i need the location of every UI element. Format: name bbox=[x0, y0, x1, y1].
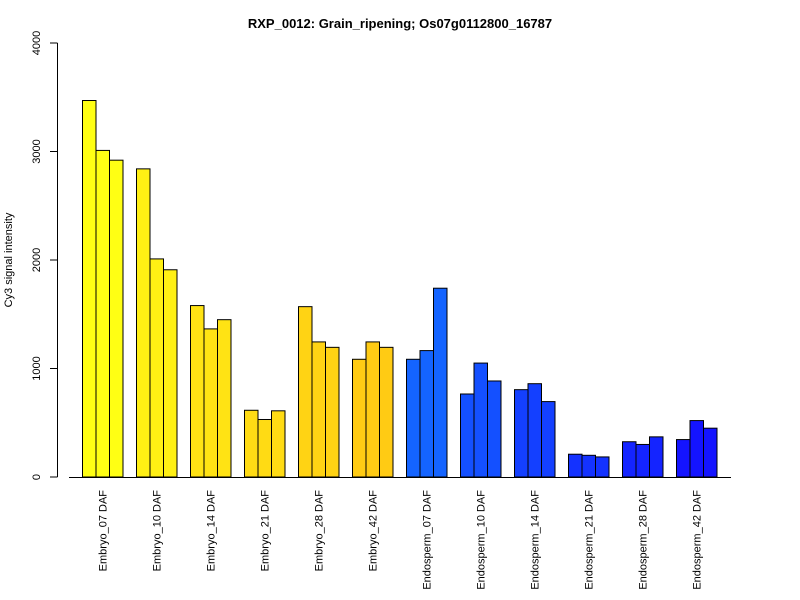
bar bbox=[271, 410, 286, 478]
bar bbox=[689, 420, 704, 478]
x-tick-label: Endosperm_14 DAF bbox=[529, 490, 541, 590]
bars bbox=[82, 100, 718, 478]
x-tick-label: Embryo_07 DAF bbox=[97, 490, 109, 572]
bar bbox=[419, 350, 434, 478]
bar bbox=[433, 287, 448, 478]
bar bbox=[244, 409, 259, 478]
bar bbox=[379, 346, 394, 478]
x-tick-label: Embryo_21 DAF bbox=[259, 490, 271, 572]
y-tick-label: 1000 bbox=[31, 356, 43, 380]
x-tick-label: Endosperm_10 DAF bbox=[475, 490, 487, 590]
y-axis: 0 1000 2000 3000 4000 bbox=[31, 31, 58, 480]
bar bbox=[635, 443, 650, 478]
x-tick-label: Endosperm_28 DAF bbox=[637, 490, 649, 590]
bar bbox=[406, 358, 421, 478]
bar bbox=[109, 159, 124, 478]
bar bbox=[527, 383, 542, 478]
x-tick-label: Endosperm_42 DAF bbox=[691, 490, 703, 590]
bar bbox=[460, 393, 475, 478]
bar bbox=[82, 100, 97, 478]
bar bbox=[257, 418, 272, 478]
x-tick-label: Endosperm_07 DAF bbox=[421, 490, 433, 590]
bar bbox=[365, 341, 380, 478]
bar bbox=[568, 453, 583, 478]
bar bbox=[136, 168, 151, 478]
bar bbox=[163, 269, 178, 478]
bar bbox=[514, 389, 529, 478]
y-tick-label: 4000 bbox=[31, 31, 43, 55]
bar bbox=[487, 380, 502, 478]
bar bbox=[622, 441, 637, 478]
bar bbox=[649, 436, 664, 478]
bar bbox=[541, 401, 556, 478]
chart-title: RXP_0012: Grain_ripening; Os07g0112800_1… bbox=[248, 16, 552, 31]
x-tick-label: Embryo_42 DAF bbox=[367, 490, 379, 572]
bar bbox=[473, 362, 488, 478]
bar bbox=[217, 319, 232, 478]
x-axis-tick-labels: Embryo_07 DAF Embryo_10 DAF Embryo_14 DAF E… bbox=[97, 490, 703, 590]
bar bbox=[95, 149, 110, 478]
y-axis-label: Cy3 signal intensity bbox=[3, 212, 15, 307]
bar bbox=[325, 346, 340, 478]
bar bbox=[595, 456, 610, 478]
bar bbox=[203, 328, 218, 478]
x-tick-label: Embryo_10 DAF bbox=[151, 490, 163, 572]
bar bbox=[311, 341, 326, 478]
y-tick-label: 3000 bbox=[31, 139, 43, 163]
x-tick-label: Embryo_28 DAF bbox=[313, 490, 325, 572]
bar bbox=[352, 358, 367, 478]
x-tick-label: Embryo_14 DAF bbox=[205, 490, 217, 572]
bar bbox=[581, 454, 596, 478]
bar bbox=[298, 306, 313, 478]
y-tick-label: 2000 bbox=[31, 248, 43, 272]
bar bbox=[190, 305, 205, 478]
bar bbox=[703, 427, 718, 478]
x-tick-label: Endosperm_21 DAF bbox=[583, 490, 595, 590]
y-tick-label: 0 bbox=[31, 474, 43, 480]
bar bbox=[149, 258, 164, 478]
bar bbox=[676, 439, 691, 478]
